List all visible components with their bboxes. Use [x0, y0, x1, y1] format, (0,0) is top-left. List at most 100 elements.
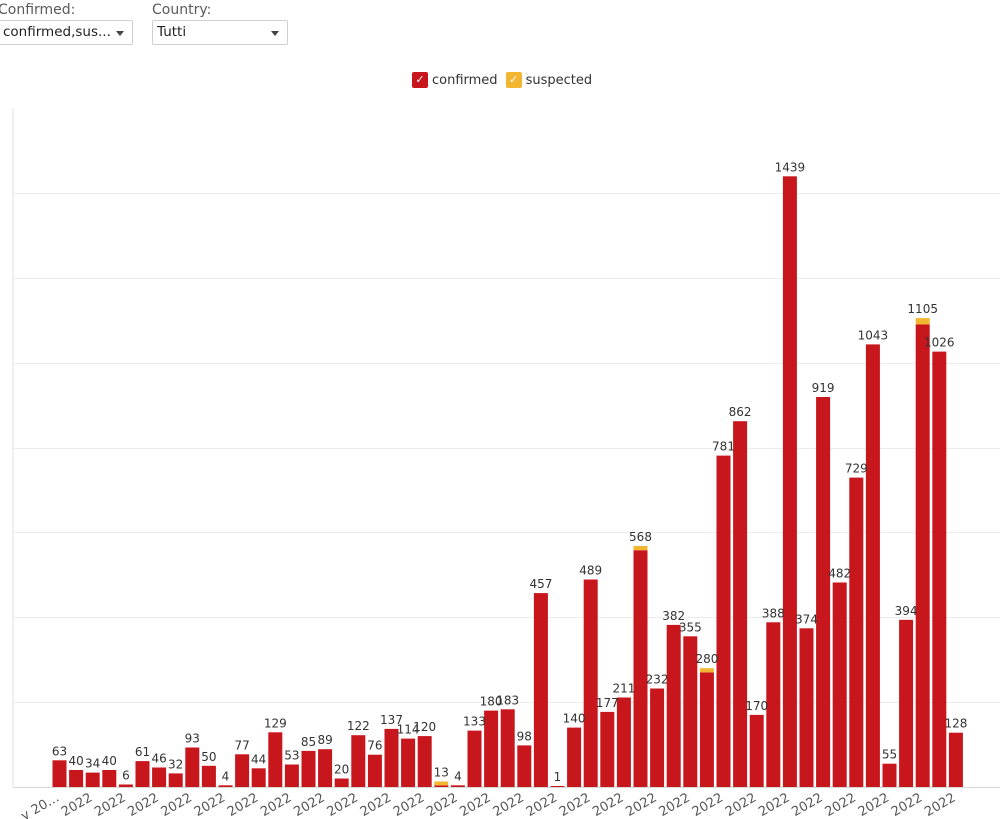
bar-confirmed — [683, 636, 698, 787]
data-label: 98 — [517, 729, 532, 743]
x-tick-label: 2022 — [557, 790, 593, 819]
data-label: 77 — [234, 738, 249, 752]
data-label: 4 — [454, 769, 462, 783]
bar-suspected — [699, 668, 714, 673]
bar-confirmed — [284, 764, 299, 787]
data-label: 211 — [612, 682, 635, 696]
x-tick-label: 2022 — [623, 790, 659, 819]
bar-confirmed — [650, 688, 665, 787]
bar-confirmed — [118, 784, 133, 787]
data-label: 50 — [201, 750, 216, 764]
x-tick-label: 2022 — [789, 790, 825, 819]
bar-confirmed — [185, 747, 200, 787]
x-tick-label: 2022 — [424, 790, 460, 819]
bar-confirmed — [633, 550, 648, 787]
checkbox-icon[interactable]: ✓ — [505, 72, 522, 88]
checkbox-icon[interactable]: ✓ — [412, 72, 428, 88]
data-label: 177 — [596, 696, 619, 710]
data-label: 862 — [729, 405, 752, 419]
country-filter-label: Country: — [152, 2, 212, 18]
data-label: 232 — [646, 673, 669, 687]
x-tick-label: 2022 — [922, 790, 958, 819]
country-filter-select[interactable]: Tutti — [152, 20, 288, 45]
bar-confirmed — [799, 628, 814, 787]
data-label: 76 — [367, 739, 382, 753]
x-tick-label: 2022 — [291, 790, 327, 819]
bar-confirmed — [948, 732, 963, 787]
x-tick-label: 2022 — [125, 790, 161, 819]
x-tick-label: 2022 — [192, 790, 228, 819]
x-tick-label: 2022 — [159, 790, 195, 819]
bar-confirmed — [567, 727, 582, 787]
legend-item-confirmed[interactable]: ✓ confirmed — [412, 72, 498, 88]
chart-legend: ✓ confirmed ✓ suspected — [412, 72, 600, 88]
data-label: 140 — [563, 712, 586, 726]
data-label: 85 — [301, 735, 316, 749]
data-label: 919 — [812, 381, 835, 395]
x-tick-label: 2022 — [690, 790, 726, 819]
data-label: 1105 — [907, 302, 938, 316]
x-tick-label: 2022 — [92, 790, 128, 819]
bar-confirmed — [434, 785, 449, 787]
bar-confirmed — [268, 732, 283, 787]
bar-confirmed — [716, 455, 731, 787]
bar-confirmed — [500, 709, 515, 787]
x-tick-label: 2022 — [225, 790, 261, 819]
data-label: 394 — [895, 604, 918, 618]
x-tick-label: 2022 — [457, 790, 493, 819]
bar-confirmed — [367, 754, 382, 787]
data-label: 280 — [695, 652, 718, 666]
x-tick-label: 2022 — [889, 790, 925, 819]
data-label: 1026 — [924, 336, 955, 350]
legend-label-confirmed: confirmed — [432, 72, 498, 88]
data-label: 93 — [185, 732, 200, 746]
data-label: 457 — [529, 577, 552, 591]
bar-confirmed — [301, 750, 316, 787]
chevron-down-icon — [271, 31, 279, 36]
x-tick-label: 2022 — [358, 790, 394, 819]
bar-confirmed — [733, 421, 748, 787]
data-label: 44 — [251, 752, 266, 766]
data-label: 170 — [745, 699, 768, 713]
data-label: 729 — [845, 462, 868, 476]
data-label: 374 — [795, 612, 818, 626]
x-tick-label: 2022 — [59, 790, 95, 819]
bar-confirmed — [600, 711, 615, 787]
bar-confirmed — [235, 754, 250, 787]
bar-confirmed — [450, 785, 465, 787]
x-tick-label: 2022 — [524, 790, 560, 819]
data-label: 1 — [554, 770, 562, 784]
bar-confirmed — [816, 397, 831, 787]
data-label: 137 — [380, 713, 403, 727]
bar-suspected — [915, 318, 930, 325]
bar-confirmed — [932, 351, 947, 787]
data-label: 781 — [712, 440, 735, 454]
x-tick-label: 2022 — [756, 790, 792, 819]
bar-confirmed — [152, 767, 167, 787]
data-label: 34 — [85, 757, 100, 771]
bar-confirmed — [318, 749, 333, 787]
data-label: 6 — [122, 769, 130, 783]
bar-confirmed — [85, 772, 100, 787]
bar-confirmed — [102, 770, 117, 787]
data-label: 183 — [496, 693, 519, 707]
bar-suspected — [633, 546, 648, 551]
x-tick-label: 2022 — [258, 790, 294, 819]
bar-confirmed — [699, 672, 714, 787]
x-tick-label: 2022 — [856, 790, 892, 819]
bar-confirmed — [384, 728, 399, 787]
data-label: 122 — [347, 719, 370, 733]
bar-confirmed — [334, 778, 349, 787]
x-tick-label: 2022 — [657, 790, 693, 819]
bar-confirmed — [484, 710, 499, 787]
bar-confirmed — [533, 593, 548, 787]
confirmed-filter-select[interactable]: confirmed,sus... — [0, 20, 133, 45]
bar-confirmed — [766, 622, 781, 787]
bar-confirmed — [251, 768, 266, 787]
x-tick-label: 2022 — [823, 790, 859, 819]
bar-confirmed — [52, 760, 67, 787]
data-label: 489 — [579, 564, 602, 578]
data-label: 129 — [264, 716, 287, 730]
legend-item-suspected[interactable]: ✓ suspected — [505, 72, 592, 88]
data-label: 482 — [828, 567, 851, 581]
